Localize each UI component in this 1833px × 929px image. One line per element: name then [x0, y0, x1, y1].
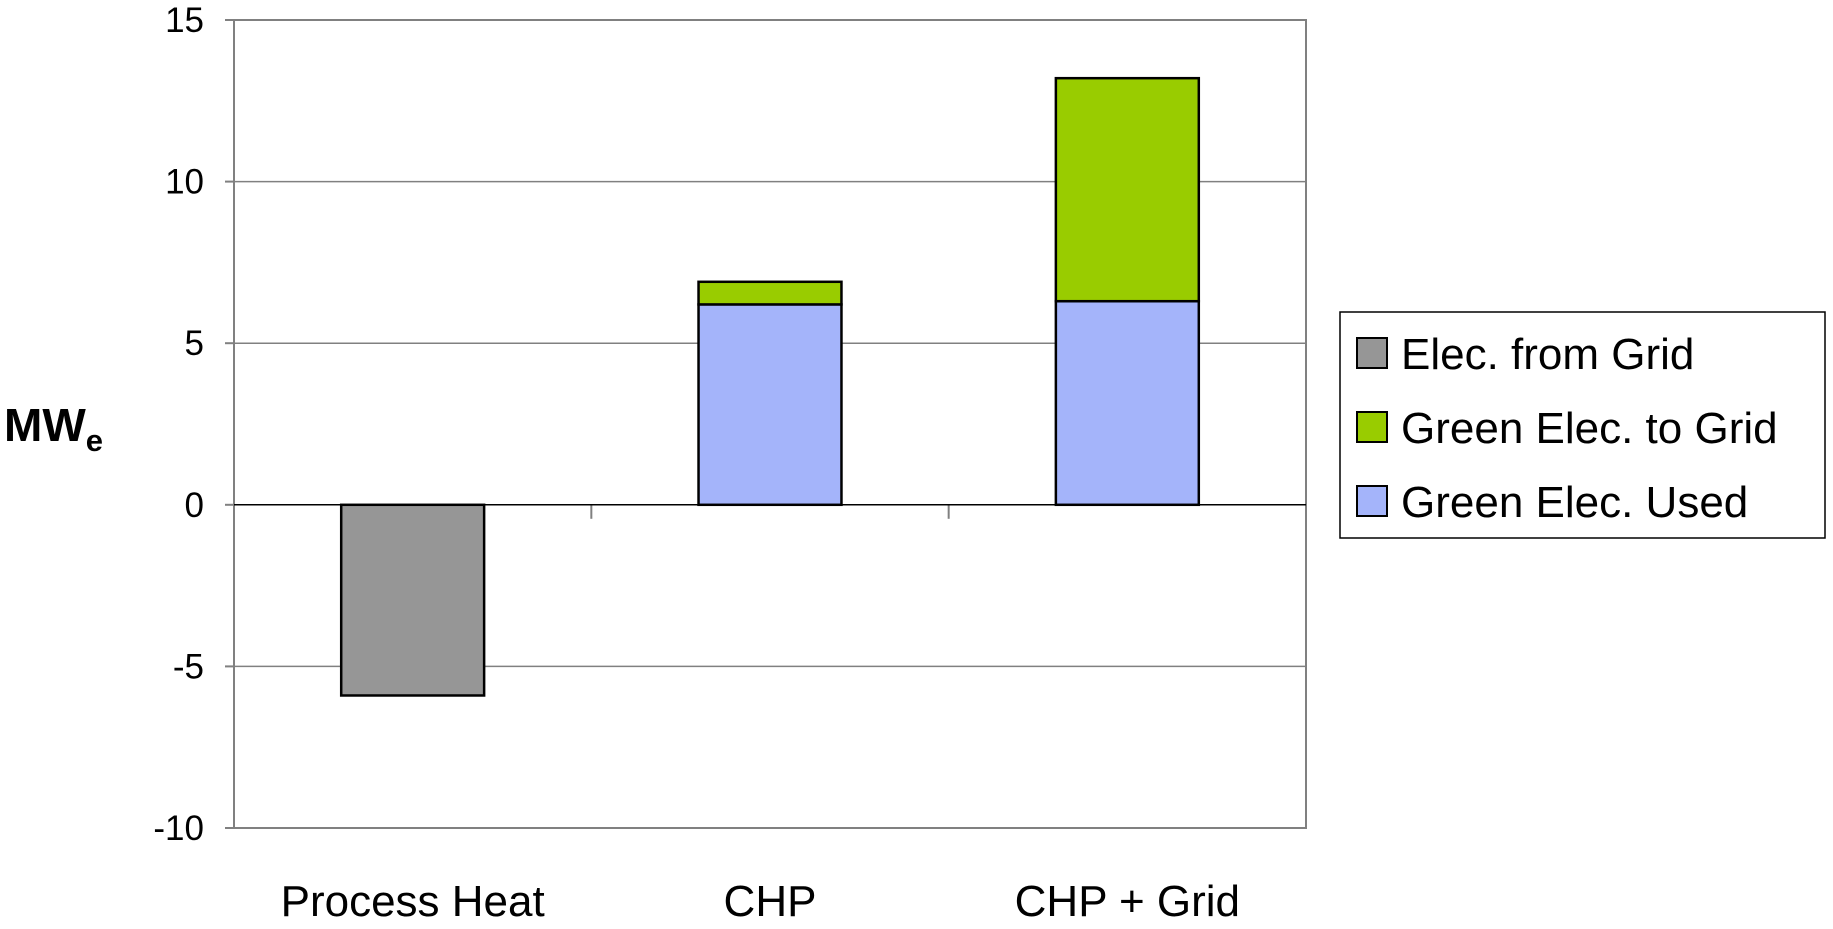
bar-segment — [697, 280, 843, 306]
plot-area-frame — [233, 19, 1307, 829]
category-label: Process Heat — [281, 877, 545, 924]
bar-segment — [1054, 76, 1201, 303]
y-tick-label: 10 — [165, 163, 204, 202]
category-label: CHP + Grid — [1015, 877, 1240, 924]
y-tick-label: -10 — [153, 809, 204, 848]
legend-box — [1339, 311, 1826, 539]
y-tick-label: 15 — [165, 1, 204, 40]
bar-segment — [1054, 299, 1201, 507]
legend-label: Green Elec. Used — [1401, 478, 1748, 527]
bar-segment — [339, 503, 486, 697]
category-label: CHP — [724, 877, 817, 924]
legend-swatch — [1356, 411, 1388, 443]
y-tick-label: -5 — [173, 647, 204, 686]
legend: Elec. from Grid Green Elec. to Grid Green … — [1339, 311, 1826, 539]
category-labels: Process Heat CHP CHP + Grid — [281, 877, 1240, 926]
bars — [339, 76, 1201, 697]
y-axis-label-subscript: e — [86, 423, 103, 458]
y-tick-label: 5 — [185, 324, 204, 363]
legend-label: Green Elec. to Grid — [1401, 404, 1778, 453]
bar-segment — [697, 303, 843, 507]
y-tick-label: 0 — [185, 486, 204, 525]
legend-swatch — [1356, 485, 1388, 517]
legend-label: Elec. from Grid — [1401, 330, 1694, 379]
legend-swatch — [1356, 337, 1388, 369]
y-axis-label: MWe — [4, 399, 103, 458]
y-axis-label-main: MW — [4, 399, 86, 451]
y-tick-labels: 15 10 5 0 -5 -10 — [153, 1, 204, 848]
